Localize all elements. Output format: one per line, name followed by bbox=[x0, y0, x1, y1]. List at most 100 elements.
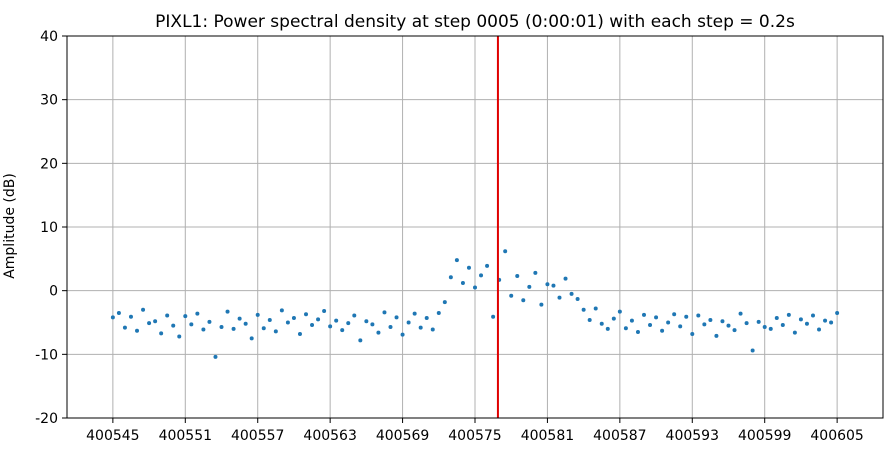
data-point bbox=[545, 282, 550, 287]
data-point bbox=[304, 312, 309, 317]
data-point bbox=[424, 316, 429, 321]
data-point bbox=[617, 309, 622, 314]
data-point bbox=[442, 300, 447, 305]
data-point bbox=[128, 314, 133, 319]
data-point bbox=[394, 315, 399, 320]
data-point bbox=[786, 312, 791, 317]
x-tick-label: 400593 bbox=[666, 428, 719, 444]
data-point bbox=[376, 330, 381, 335]
data-point bbox=[116, 310, 121, 315]
data-point bbox=[279, 308, 284, 313]
data-point bbox=[563, 276, 568, 281]
data-point bbox=[346, 321, 351, 326]
data-point bbox=[810, 313, 815, 318]
data-point bbox=[593, 306, 598, 311]
data-point bbox=[334, 318, 339, 323]
data-point bbox=[823, 318, 828, 323]
data-point bbox=[436, 310, 441, 315]
y-tick-label: 10 bbox=[40, 220, 58, 236]
data-point bbox=[249, 336, 254, 341]
data-point bbox=[635, 330, 640, 335]
data-point bbox=[708, 317, 713, 322]
data-point bbox=[738, 311, 743, 316]
x-tick-label: 400575 bbox=[448, 428, 501, 444]
data-point bbox=[804, 321, 809, 326]
data-point bbox=[629, 318, 634, 323]
data-point bbox=[352, 313, 357, 318]
x-tick-label: 400551 bbox=[159, 428, 212, 444]
data-point bbox=[539, 302, 544, 307]
data-point bbox=[521, 298, 526, 303]
data-point bbox=[110, 315, 115, 320]
data-point bbox=[189, 322, 194, 327]
data-point bbox=[720, 319, 725, 324]
data-point bbox=[696, 313, 701, 318]
data-point bbox=[599, 321, 604, 326]
data-point bbox=[382, 310, 387, 315]
data-point bbox=[207, 319, 212, 324]
data-point bbox=[261, 326, 266, 331]
data-point bbox=[177, 334, 182, 339]
x-tick-label: 400599 bbox=[738, 428, 791, 444]
data-points bbox=[110, 249, 840, 359]
data-point bbox=[750, 348, 755, 353]
data-point bbox=[297, 331, 302, 336]
data-point bbox=[255, 312, 260, 317]
x-tick-label: 400545 bbox=[86, 428, 139, 444]
data-point bbox=[678, 324, 683, 329]
data-point bbox=[835, 310, 840, 315]
chart-title: PIXL1: Power spectral density at step 00… bbox=[155, 12, 795, 32]
data-point bbox=[171, 323, 176, 328]
data-point bbox=[473, 285, 477, 290]
data-point bbox=[780, 323, 785, 328]
data-point bbox=[418, 325, 423, 330]
data-point bbox=[575, 296, 580, 301]
x-tick-label: 400569 bbox=[376, 428, 429, 444]
y-tick-label: -10 bbox=[35, 347, 58, 363]
data-point bbox=[466, 265, 471, 270]
data-point bbox=[714, 333, 719, 338]
data-point bbox=[533, 270, 538, 275]
y-tick-label: 40 bbox=[40, 29, 58, 45]
data-point bbox=[213, 354, 218, 359]
data-point bbox=[225, 309, 230, 314]
data-point bbox=[762, 324, 767, 329]
data-point bbox=[328, 324, 333, 329]
data-point bbox=[551, 283, 556, 288]
data-point bbox=[684, 314, 689, 319]
data-point bbox=[587, 317, 592, 322]
data-point bbox=[732, 328, 737, 333]
x-tick-label: 400557 bbox=[231, 428, 284, 444]
data-point bbox=[388, 324, 393, 329]
x-tick-label: 400581 bbox=[521, 428, 574, 444]
data-point bbox=[231, 326, 236, 331]
data-point bbox=[690, 331, 695, 336]
data-point bbox=[159, 331, 164, 336]
data-point bbox=[726, 323, 731, 328]
y-axis-ticks: -20 -10 0 10 20 30 40 bbox=[35, 29, 67, 427]
data-point bbox=[557, 295, 562, 300]
data-point bbox=[316, 317, 321, 322]
data-point bbox=[460, 281, 465, 286]
data-point bbox=[406, 320, 411, 325]
data-point bbox=[285, 320, 290, 325]
data-point bbox=[798, 317, 803, 322]
data-point bbox=[756, 319, 761, 324]
data-point bbox=[672, 312, 677, 317]
data-point bbox=[195, 311, 200, 316]
x-tick-label: 400605 bbox=[810, 428, 863, 444]
y-tick-label: 30 bbox=[40, 93, 58, 109]
data-point bbox=[774, 316, 779, 321]
data-point bbox=[702, 322, 707, 327]
data-point bbox=[358, 338, 363, 343]
data-point bbox=[219, 324, 224, 329]
data-point bbox=[291, 316, 296, 321]
data-point bbox=[509, 293, 514, 298]
data-point bbox=[370, 322, 375, 327]
data-point bbox=[485, 263, 490, 268]
data-point bbox=[183, 314, 188, 319]
data-point bbox=[340, 328, 345, 333]
data-point bbox=[165, 313, 170, 318]
data-point bbox=[792, 330, 797, 335]
data-point bbox=[744, 321, 749, 326]
